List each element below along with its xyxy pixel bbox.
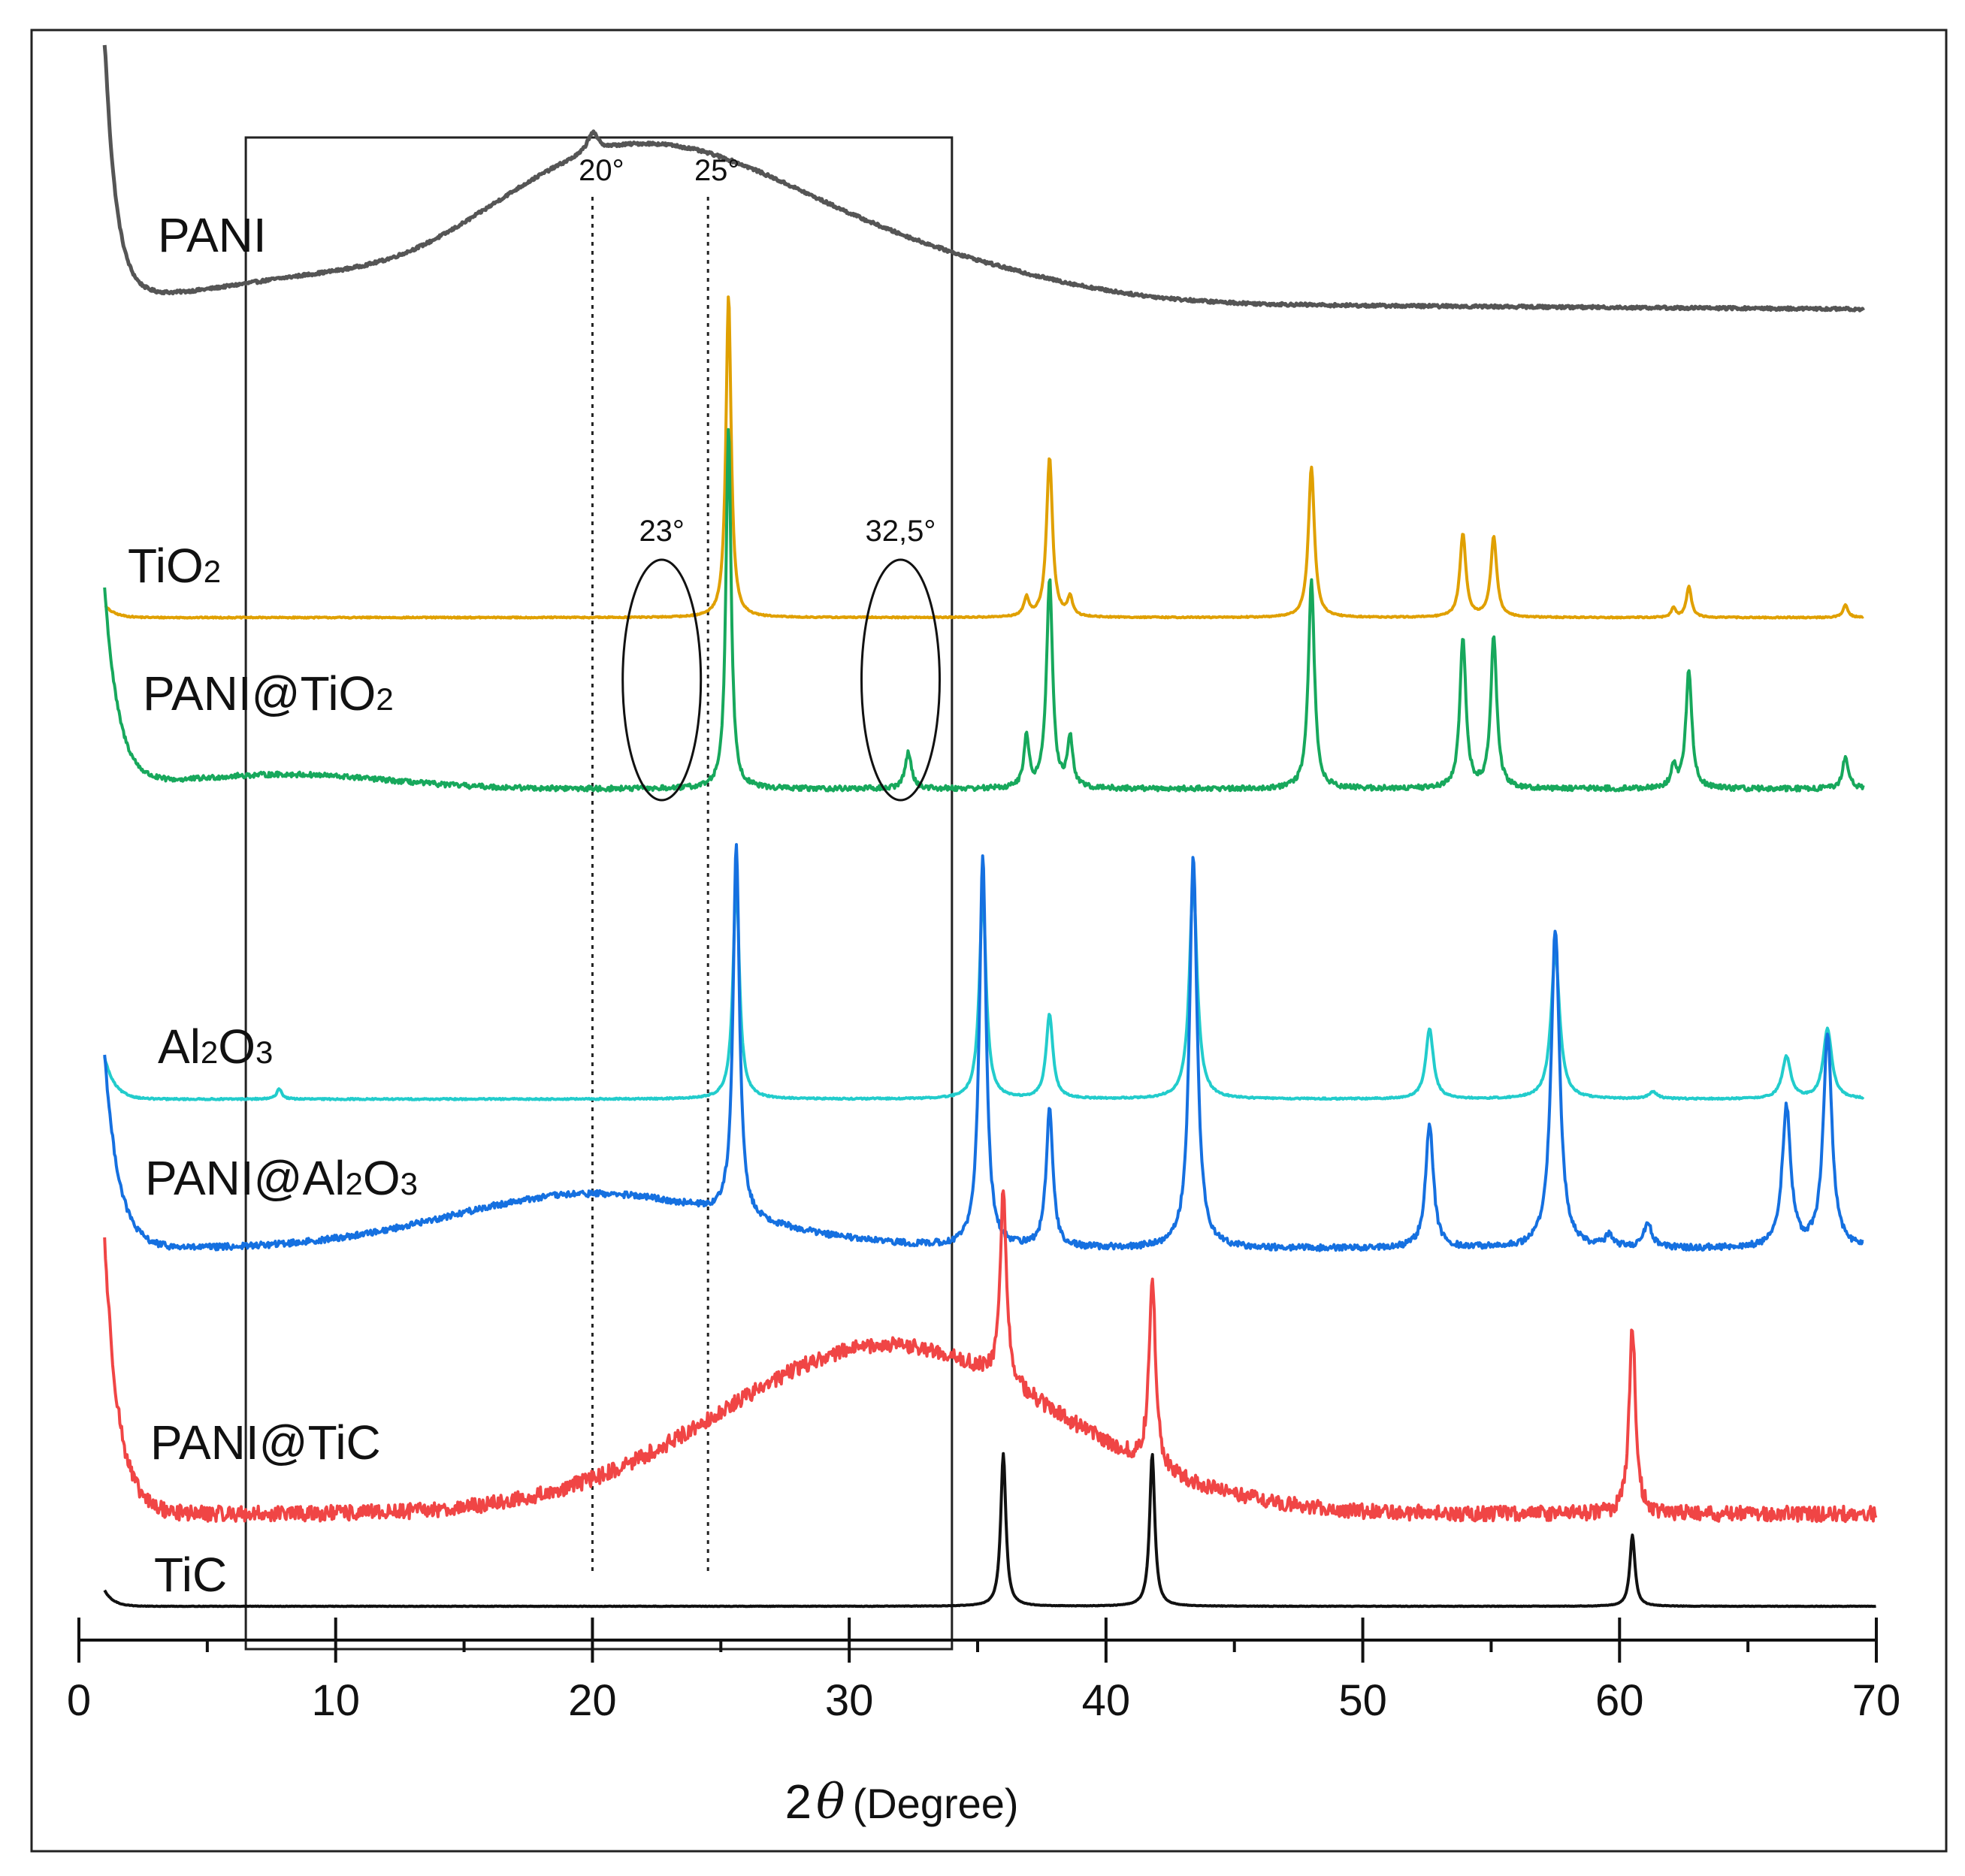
series-label-pani-al2o3: PANI@Al2O3	[145, 1151, 418, 1205]
annotation-ellipse-23	[621, 558, 703, 802]
x-axis-title: 2θ (Degree)	[784, 1775, 1018, 1830]
series-label-tic: TiC	[154, 1548, 227, 1602]
x-axis-title-unit: (Degree)	[853, 1780, 1019, 1827]
x-tick-label: 0	[67, 1676, 91, 1725]
tio2-label-sub: 2	[204, 554, 221, 589]
x-axis-title-prefix: 2	[784, 1775, 812, 1829]
pani-al2o3-label-base-2: O	[363, 1151, 401, 1205]
x-tick-label: 40	[1082, 1676, 1131, 1725]
series-line-pani-al2o3	[103, 843, 1864, 1252]
x-tick-label: 70	[1852, 1676, 1901, 1725]
x-axis-ticks	[77, 1618, 1878, 1663]
annotation-ellipse-32-5	[860, 558, 941, 802]
annotation-label-32-5: 32,5°	[866, 515, 936, 548]
series-label-tio2: TiO2	[128, 539, 221, 593]
series-label-pani: PANI	[158, 208, 267, 262]
pani-al2o3-label-sub-1: 2	[346, 1166, 363, 1201]
series-label-al2o3: Al2O3	[158, 1020, 273, 1074]
reference-label-25: 25°	[694, 154, 740, 187]
al2o3-label-sub-2: 3	[255, 1035, 273, 1070]
reference-label-20: 20°	[579, 154, 624, 187]
series-line-pani-tio2	[103, 427, 1865, 793]
series-line-tic	[103, 1452, 1877, 1609]
tio2-label-base: TiO	[128, 539, 204, 593]
x-tick-label: 50	[1338, 1676, 1387, 1725]
x-tick-label: 20	[568, 1676, 617, 1725]
pani-al2o3-label-sub-2: 3	[401, 1166, 418, 1201]
x-axis-title-symbol: θ	[816, 1775, 845, 1830]
x-axis-tick-labels: 0 10 20 30 40 50 60 70	[67, 1676, 1900, 1725]
al2o3-label-base-2: O	[218, 1020, 255, 1074]
series-label-pani-tio2: PANI@TiO2	[143, 666, 394, 720]
pani-tio2-label-base: PANI@TiO	[143, 666, 376, 720]
series-line-tio2	[104, 295, 1864, 620]
al2o3-label-base-1: Al	[158, 1020, 201, 1074]
x-tick-label: 10	[311, 1676, 360, 1725]
x-tick-label: 30	[825, 1676, 874, 1725]
al2o3-label-sub-1: 2	[201, 1035, 218, 1070]
series-line-pani	[102, 44, 1865, 313]
series-label-pani-tic: PANI@TiC	[150, 1415, 381, 1470]
series-line-pani-tic	[103, 1189, 1878, 1524]
pani-al2o3-label-base-1: PANI@Al	[145, 1151, 346, 1205]
pani-tio2-label-sub: 2	[376, 681, 393, 717]
figure-frame	[30, 29, 1948, 1853]
series-traces	[102, 44, 1878, 1609]
x-tick-label: 60	[1595, 1676, 1644, 1725]
annotation-label-23: 23°	[639, 515, 685, 548]
